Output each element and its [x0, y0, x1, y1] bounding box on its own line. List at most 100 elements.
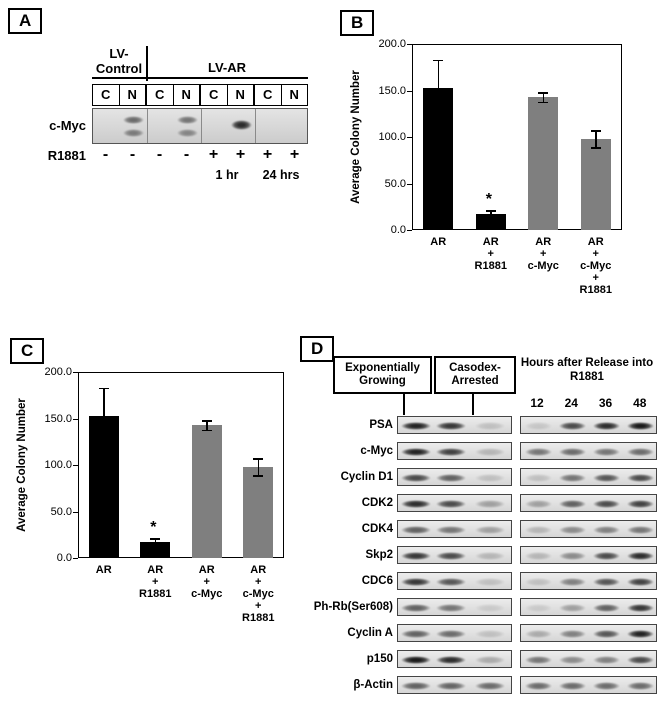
blot-band [627, 682, 655, 690]
time-label: 24 hrs [262, 168, 300, 182]
cmyc-row-label: c-Myc [49, 118, 86, 133]
lane-header-cell: C [101, 87, 111, 102]
blot-strip-right [520, 442, 657, 460]
error-bar-cap [201, 420, 212, 422]
blot-band [524, 656, 552, 664]
blot-band [558, 630, 586, 638]
blot-band [475, 500, 505, 508]
blot-band [524, 526, 552, 534]
blot-band [475, 604, 505, 612]
blot-strip-right [520, 572, 657, 590]
y-tick-label: 150.0 [378, 84, 406, 97]
blot-strip-right [520, 468, 657, 486]
protein-row-label: CDK2 [361, 497, 393, 509]
blot-band [435, 682, 466, 690]
error-bar [437, 59, 439, 116]
blot-row: PSA [300, 412, 662, 438]
x-category-label: AR [430, 236, 447, 248]
protein-row-label: p150 [366, 653, 393, 665]
blot-band [627, 552, 655, 560]
x-category-label: c-Myc [191, 588, 223, 600]
blot-band [524, 448, 552, 456]
error-bar-cap [590, 130, 601, 132]
protein-row-label: Cyclin D1 [340, 471, 393, 483]
blot-strip-left [397, 520, 512, 538]
r1881-row-label: R1881 [47, 148, 86, 163]
x-category-label: c-Myc [527, 260, 559, 272]
blot-band [524, 474, 552, 482]
blot-band [593, 448, 621, 456]
y-tick-mark [407, 230, 412, 231]
lv-ar-header: LV-AR [146, 46, 308, 79]
time-label: 1 hr [215, 168, 239, 182]
exp-growing-header: Exponentially Growing [333, 356, 432, 394]
x-category-label: R1881 [474, 260, 507, 272]
y-tick-mark [73, 465, 78, 466]
blot-band [593, 474, 621, 482]
protein-row-label: Skp2 [365, 549, 394, 561]
x-category-label: AR [147, 564, 164, 576]
blot-band [475, 474, 505, 482]
x-category-label: R1881 [242, 612, 275, 624]
lane-header-cell: N [226, 85, 254, 105]
blot-band [627, 422, 655, 430]
lane-header-cell: N [280, 85, 308, 105]
blot-band [231, 120, 252, 130]
blot-band [401, 604, 432, 612]
blot-row: Ph-Rb(Ser608) [300, 594, 662, 620]
x-category-label: + [487, 248, 494, 260]
blot-band [475, 578, 505, 586]
error-bar-cap [98, 387, 109, 390]
colony-count-chart-b: Average Colony Number 0.0 50.0 100.0 150.0 20… [336, 4, 660, 326]
x-category-label: + [255, 600, 262, 612]
time-points-row: 12 24 36 48 [520, 396, 657, 411]
blot-band [627, 604, 655, 612]
panel-a-label: A [8, 8, 43, 34]
blot-row: c-Myc [300, 438, 662, 464]
error-bar-cap [150, 545, 161, 548]
protein-row-label: c-Myc [360, 445, 393, 457]
bar [475, 214, 506, 230]
blot-band [558, 656, 586, 664]
blot-band [558, 474, 586, 482]
blot-band [593, 656, 621, 664]
significance-asterisk: * [150, 519, 157, 537]
casodex-arrested-header: Casodex-Arrested [434, 356, 516, 394]
y-tick-mark [407, 183, 412, 185]
release-hours-header: Hours after Release into R1881 [520, 357, 654, 383]
x-category-label: AR [587, 236, 604, 248]
error-bar-cap [433, 115, 444, 118]
blot-band [593, 630, 621, 638]
error-bar-cap [485, 217, 496, 220]
group-separator [255, 109, 256, 143]
x-category-label: R1881 [139, 588, 172, 600]
y-tick-label: 50.0 [384, 177, 406, 190]
header-connector-line [472, 394, 474, 415]
blot-band [475, 656, 505, 664]
blot-band [524, 500, 552, 508]
colony-count-chart-c: Average Colony Number 0.0 50.0 100.0 150.0 20… [4, 332, 316, 707]
blot-band [475, 448, 505, 456]
bar [140, 542, 171, 558]
time-point-label: 24 [564, 396, 578, 410]
error-bar-cap [98, 443, 109, 446]
blot-strip-right [520, 650, 657, 668]
y-tick-mark [73, 418, 78, 420]
blot-band [593, 422, 621, 430]
protein-row-label: CDC6 [361, 575, 393, 587]
blot-band [524, 422, 552, 430]
blot-rows: PSA c-Myc Cyclin D1 CDK2 CDK4 Skp2 CDC6 Ph-Rb(S… [300, 412, 662, 698]
blot-band [435, 604, 466, 612]
panel-b-label: B [340, 10, 375, 36]
blot-strip-left [397, 416, 512, 434]
bar [243, 466, 274, 558]
blot-band [558, 526, 586, 534]
blot-strip-left [397, 442, 512, 460]
protein-row-label: Ph-Rb(Ser608) [313, 601, 393, 613]
blot-row: β-Actin [300, 672, 662, 698]
r1881-sign: - [129, 146, 136, 163]
r1881-sign: - [156, 146, 163, 163]
blot-band [475, 682, 505, 690]
blot-band [401, 578, 432, 586]
